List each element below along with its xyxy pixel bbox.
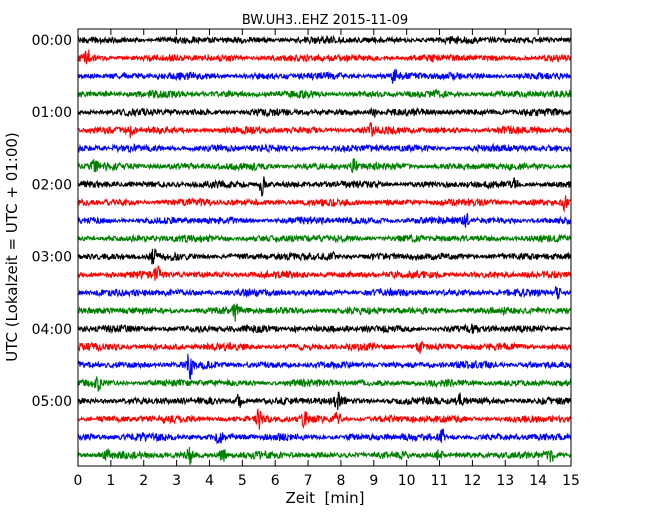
- trace-18: [77, 353, 572, 380]
- trace-20: [77, 391, 572, 411]
- y-axis: 00:00 01:00 02:00 03:00 04:00 05:00: [32, 33, 571, 410]
- trace-8: [77, 176, 572, 197]
- x-tick-label-12: 12: [463, 473, 481, 489]
- trace-23: [77, 446, 572, 465]
- x-tick-label-14: 14: [529, 473, 547, 489]
- x-tick-label-15: 15: [562, 473, 580, 489]
- y-tick-label-4: 04:00: [32, 322, 72, 338]
- trace-21: [77, 407, 572, 430]
- y-tick-label-5: 05:00: [32, 394, 72, 410]
- trace-16: [77, 323, 572, 335]
- y-tick-label-3: 03:00: [32, 250, 72, 266]
- seismic-traces: [77, 34, 572, 465]
- trace-2: [77, 68, 572, 84]
- trace-17: [77, 340, 572, 354]
- trace-9: [77, 195, 572, 213]
- trace-5: [77, 121, 572, 139]
- trace-3: [77, 88, 572, 100]
- x-tick-label-0: 0: [74, 473, 83, 489]
- trace-11: [77, 233, 572, 244]
- x-tick-label-1: 1: [106, 473, 115, 489]
- trace-7: [77, 158, 572, 173]
- x-tick-label-11: 11: [431, 473, 449, 489]
- trace-19: [77, 376, 572, 392]
- x-tick-label-2: 2: [139, 473, 148, 489]
- y-tick-label-1: 01:00: [32, 105, 72, 121]
- x-tick-label-9: 9: [369, 473, 378, 489]
- x-tick-label-8: 8: [336, 473, 345, 489]
- x-tick-label-4: 4: [205, 473, 214, 489]
- trace-4: [77, 106, 572, 118]
- x-tick-label-13: 13: [496, 473, 514, 489]
- trace-22: [77, 428, 572, 445]
- trace-15: [77, 303, 572, 322]
- trace-0: [77, 34, 572, 46]
- x-tick-label-5: 5: [238, 473, 247, 489]
- y-axis-label: UTC (Lokalzeit = UTC + 01:00): [3, 132, 21, 362]
- x-tick-label-10: 10: [398, 473, 416, 489]
- plot-frame: [77, 28, 572, 467]
- y-tick-label-0: 00:00: [32, 33, 72, 49]
- trace-6: [77, 142, 572, 154]
- x-axis-label: Zeit [min]: [285, 489, 364, 507]
- trace-12: [77, 248, 572, 265]
- trace-14: [77, 285, 572, 300]
- trace-13: [77, 265, 572, 281]
- chart-title: BW.UH3..EHZ 2015-11-09: [242, 13, 408, 28]
- trace-10: [77, 212, 572, 228]
- x-tick-label-6: 6: [271, 473, 280, 489]
- x-tick-label-3: 3: [172, 473, 181, 489]
- x-tick-label-7: 7: [304, 473, 313, 489]
- y-tick-label-2: 02:00: [32, 177, 72, 193]
- trace-1: [77, 49, 572, 65]
